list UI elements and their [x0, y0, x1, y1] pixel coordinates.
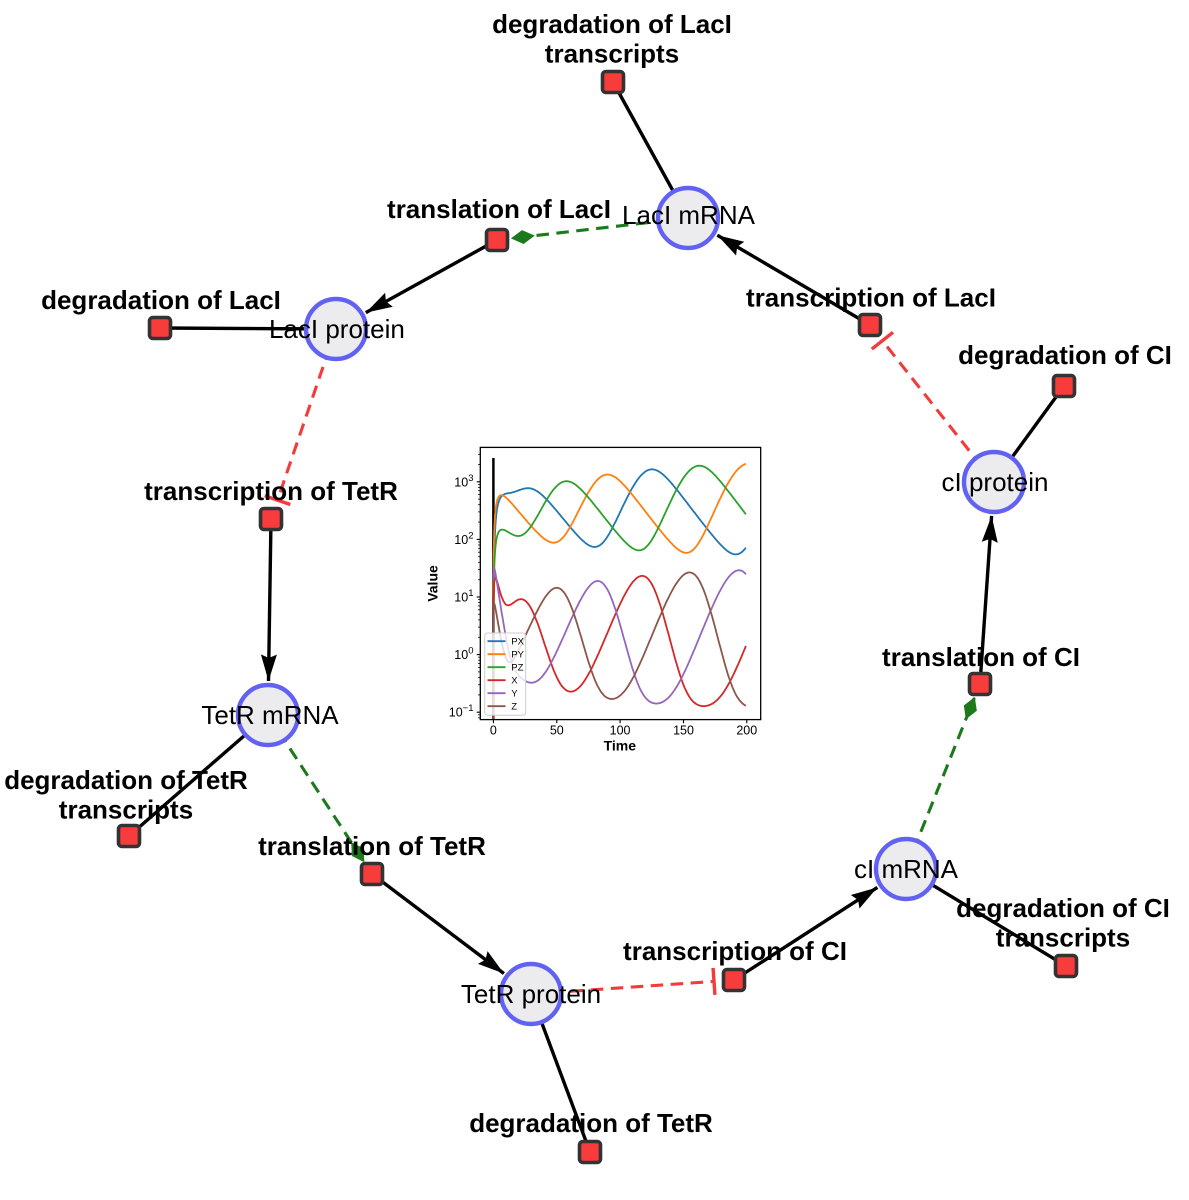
svg-text:TetR mRNA: TetR mRNA [201, 700, 339, 730]
svg-text:150: 150 [673, 724, 694, 738]
svg-text:translation of TetR: translation of TetR [258, 831, 486, 861]
svg-text:degradation of TetR: degradation of TetR [469, 1108, 713, 1138]
svg-text:101: 101 [454, 588, 473, 605]
svg-text:100: 100 [610, 724, 631, 738]
svg-text:cI mRNA: cI mRNA [854, 854, 959, 884]
svg-text:10−1: 10−1 [449, 703, 474, 720]
svg-text:translation of LacI: translation of LacI [387, 194, 611, 224]
svg-text:degradation of LacI: degradation of LacI [41, 285, 281, 315]
svg-text:102: 102 [454, 530, 473, 547]
svg-text:transcription of CI: transcription of CI [623, 936, 847, 966]
svg-text:Time: Time [604, 738, 637, 754]
svg-text:transcription of TetR: transcription of TetR [144, 476, 398, 506]
svg-text:transcripts: transcripts [996, 923, 1130, 953]
svg-text:degradation of TetR: degradation of TetR [4, 765, 248, 795]
svg-text:LacI protein: LacI protein [269, 314, 405, 344]
svg-text:Z: Z [511, 702, 517, 713]
svg-text:degradation of CI: degradation of CI [956, 893, 1170, 923]
svg-text:degradation of LacI: degradation of LacI [492, 9, 732, 39]
svg-text:cI protein: cI protein [942, 467, 1049, 497]
svg-text:50: 50 [550, 724, 564, 738]
svg-text:PX: PX [511, 637, 524, 648]
svg-text:200: 200 [736, 724, 757, 738]
svg-text:100: 100 [454, 646, 473, 663]
svg-text:Y: Y [511, 689, 518, 700]
svg-text:degradation of CI: degradation of CI [958, 340, 1172, 370]
svg-text:transcription of LacI: transcription of LacI [746, 283, 996, 313]
svg-text:transcripts: transcripts [545, 39, 679, 69]
svg-text:TetR protein: TetR protein [461, 979, 601, 1009]
svg-text:PY: PY [511, 650, 524, 661]
svg-text:0: 0 [490, 724, 497, 738]
svg-text:LacI mRNA: LacI mRNA [622, 200, 756, 230]
svg-text:103: 103 [454, 473, 473, 490]
svg-text:X: X [511, 676, 518, 687]
svg-text:PZ: PZ [511, 663, 523, 674]
svg-text:Value: Value [425, 565, 441, 602]
svg-text:transcripts: transcripts [59, 795, 193, 825]
svg-text:translation of CI: translation of CI [882, 642, 1080, 672]
